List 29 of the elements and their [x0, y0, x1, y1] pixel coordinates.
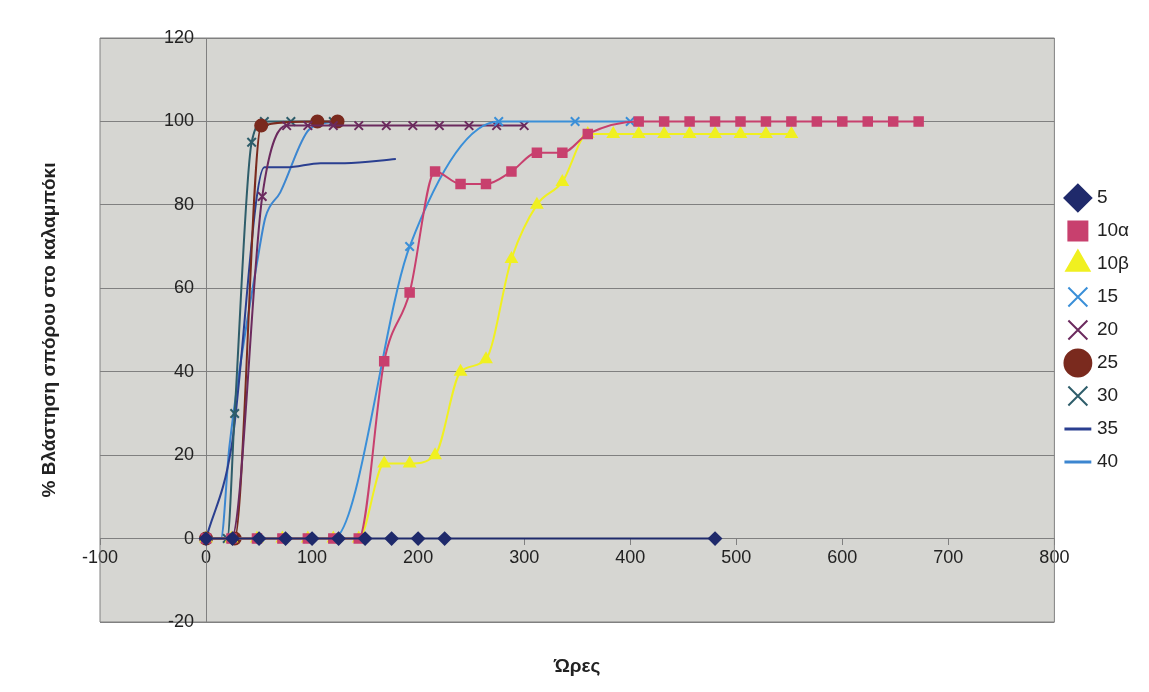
- legend-label: 20: [1096, 318, 1119, 340]
- y-tick-label: 40: [174, 360, 195, 381]
- x-tick-label: -100: [81, 547, 119, 568]
- legend-label: 40: [1096, 450, 1119, 472]
- x-tick-label: 200: [403, 547, 434, 568]
- y-axis-title: % Βλάστηση σπόρου στο καλαμπόκι: [38, 162, 60, 498]
- legend-label: 10β: [1096, 252, 1130, 274]
- legend-label: 35: [1096, 417, 1119, 439]
- y-tick-label: 100: [164, 110, 195, 131]
- y-tick-label: 0: [184, 527, 195, 548]
- x-tick-label: 0: [201, 547, 212, 568]
- x-tick-label: 700: [933, 547, 964, 568]
- y-tick-label: 20: [174, 444, 195, 465]
- x-tick-label: 100: [297, 547, 328, 568]
- legend-label: 10α: [1096, 219, 1130, 241]
- y-tick-label: 60: [174, 277, 195, 298]
- legend-label: 25: [1096, 351, 1119, 373]
- y-tick-label: 120: [164, 26, 195, 47]
- x-axis-title: Ώρες: [552, 655, 601, 677]
- legend-label: 30: [1096, 384, 1119, 406]
- x-tick-label: 600: [827, 547, 858, 568]
- legend-label: 15: [1096, 285, 1119, 307]
- x-tick-label: 400: [615, 547, 646, 568]
- x-tick-label: 300: [509, 547, 540, 568]
- x-tick-label: 500: [721, 547, 752, 568]
- x-tick-label: 800: [1039, 547, 1070, 568]
- y-tick-label: -20: [168, 610, 195, 631]
- y-tick-label: 80: [174, 193, 195, 214]
- legend-label: 5: [1096, 186, 1108, 208]
